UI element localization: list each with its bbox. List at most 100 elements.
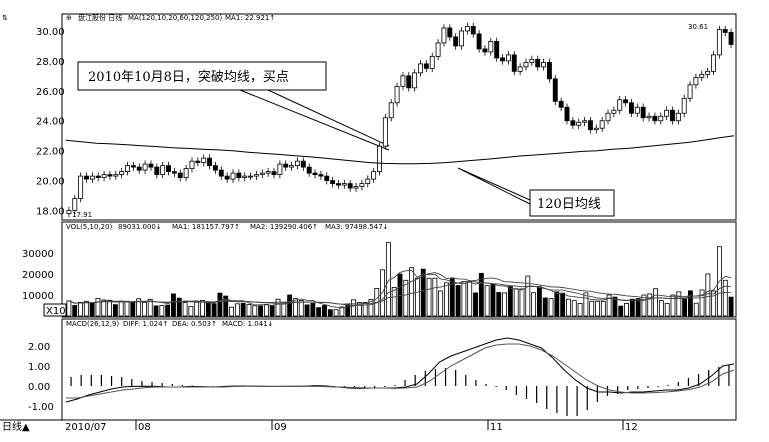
candle <box>242 175 248 178</box>
volume-bar <box>153 305 159 317</box>
volume-ytick-2: 10000 <box>22 291 54 302</box>
sort-icon[interactable]: ⇅ <box>2 14 8 22</box>
candle <box>611 109 617 114</box>
buy-point-callout-box <box>77 61 327 91</box>
candle <box>505 54 511 62</box>
candle <box>599 120 605 129</box>
volume-bar <box>229 306 234 317</box>
volume-bar <box>316 307 322 317</box>
volume-bar <box>426 277 432 317</box>
volume-bar <box>89 302 95 317</box>
candle <box>447 27 453 38</box>
volume-bar <box>624 302 629 317</box>
volume-bar <box>635 298 641 317</box>
vol-value: 89031.000↓ <box>118 223 162 231</box>
candle <box>171 171 177 174</box>
volume-bar <box>688 290 693 317</box>
volume-bar <box>612 296 618 317</box>
candle <box>400 75 406 87</box>
volume-bar <box>531 292 537 317</box>
volume-bar <box>513 288 519 317</box>
candle <box>207 157 213 167</box>
candle <box>664 109 670 117</box>
candle <box>201 157 207 164</box>
volume-bar <box>548 298 554 317</box>
candle <box>371 171 377 180</box>
vol-ma2: MA2: 139290.406↑ <box>250 223 318 231</box>
volume-bar <box>444 282 449 317</box>
candle <box>605 112 611 122</box>
volume-bar <box>595 300 600 317</box>
period-mode[interactable]: 日线▲ <box>2 420 30 433</box>
candle <box>517 66 523 72</box>
volume-bar <box>438 290 444 317</box>
volume-bar <box>705 273 711 317</box>
candle <box>552 78 558 102</box>
title-stock-name: 盘江股份 日线 <box>78 13 122 22</box>
candle <box>582 120 588 123</box>
candle <box>699 73 705 78</box>
pin-icon[interactable]: ⊕ <box>66 14 72 22</box>
candle <box>623 99 629 104</box>
volume-bar <box>670 294 676 317</box>
candle <box>253 174 259 177</box>
volume-bar <box>78 301 83 317</box>
volume-bar <box>223 295 229 317</box>
candle <box>142 163 148 171</box>
candle <box>464 26 470 32</box>
volume-bar <box>478 272 484 317</box>
volume-bar <box>141 301 147 317</box>
macd-panel-frame <box>61 318 737 421</box>
volume-bar <box>560 292 566 317</box>
volume-bar <box>647 293 653 317</box>
candle <box>289 165 295 168</box>
volume-bar <box>583 292 589 317</box>
candle <box>394 85 400 104</box>
volume-bar <box>566 298 571 317</box>
volume-bar <box>682 298 688 317</box>
candle <box>283 163 289 168</box>
volume-bar <box>310 302 316 317</box>
volume-bar <box>234 303 240 317</box>
volume-bar <box>107 299 112 317</box>
candle <box>705 70 711 75</box>
candle <box>711 54 716 72</box>
volume-bar <box>490 284 496 317</box>
candle <box>107 174 113 177</box>
ma120-line <box>65 135 735 165</box>
candle <box>230 172 236 180</box>
candle <box>78 175 84 199</box>
price-panel-frame <box>61 13 737 221</box>
volume-bar <box>188 305 194 317</box>
candle <box>418 63 423 74</box>
candle <box>336 183 341 186</box>
volume-bar <box>95 297 101 317</box>
macd-diff: DIFF: 1.024↑ <box>123 320 168 328</box>
candle <box>500 57 505 62</box>
candle <box>113 174 119 177</box>
candle <box>72 198 78 211</box>
volume-bar <box>72 305 78 317</box>
price-ytick-5: 20.00 <box>36 177 65 188</box>
volume-bar <box>176 297 182 317</box>
volume-ma3-line <box>68 277 732 305</box>
candle <box>470 26 476 35</box>
candle <box>277 163 283 176</box>
volume-bar <box>525 275 531 317</box>
volume-bar <box>304 304 310 317</box>
macd-ytick-1: 1.00 <box>28 362 50 373</box>
volume-bar <box>467 281 473 317</box>
ma120-pointer-b <box>461 169 531 205</box>
volume-bar <box>200 300 205 317</box>
candle <box>546 61 552 80</box>
candle <box>535 58 541 68</box>
volume-bar <box>351 299 356 317</box>
candle <box>154 166 160 176</box>
volume-bar <box>83 300 89 317</box>
volume-bar <box>101 299 107 317</box>
ma120-pointer-a <box>457 167 531 201</box>
macd-settings: MACD(26,12,9) <box>66 320 119 328</box>
volume-bar <box>66 300 72 317</box>
volume-bar <box>571 300 577 317</box>
candle <box>101 174 107 178</box>
